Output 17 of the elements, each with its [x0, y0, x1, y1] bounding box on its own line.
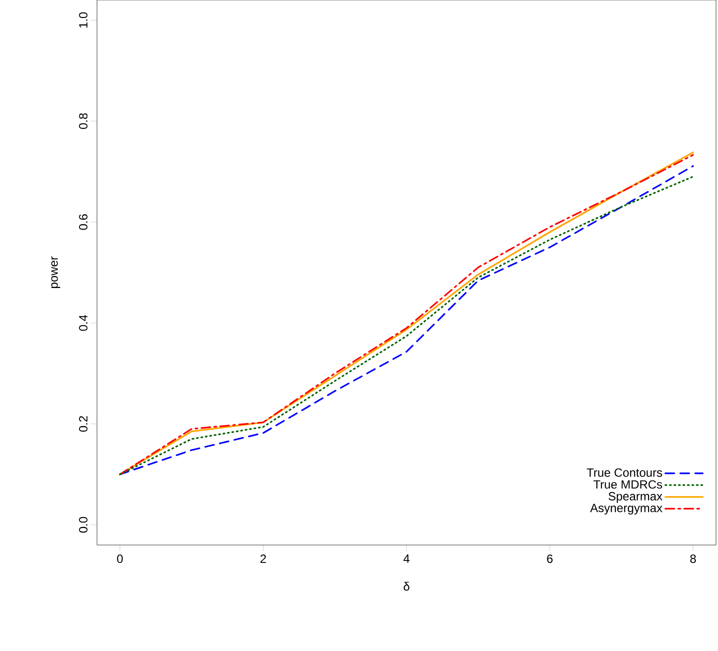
- x-axis-title: δ: [404, 582, 410, 591]
- y-tick-label: 0.2: [79, 416, 88, 432]
- y-tick-label: 0.6: [79, 214, 88, 230]
- legend-label: True Contours: [586, 468, 662, 477]
- x-tick-label: 4: [403, 554, 410, 563]
- legend-label: True MDRCs: [593, 480, 662, 489]
- legend-label: Asynergymax: [590, 504, 662, 515]
- x-tick-label: 8: [690, 554, 696, 563]
- legend-label: Spearmax: [608, 492, 662, 503]
- x-tick-label: 0: [117, 554, 123, 563]
- x-tick-label: 2: [260, 554, 266, 563]
- y-axis-title: power: [51, 256, 60, 288]
- y-tick-label: 0.4: [79, 315, 88, 331]
- x-tick-label: 6: [547, 554, 553, 563]
- y-tick-label: 0.8: [79, 113, 88, 129]
- y-tick-label: 1.0: [79, 12, 88, 28]
- y-tick-label: 0.0: [79, 516, 88, 533]
